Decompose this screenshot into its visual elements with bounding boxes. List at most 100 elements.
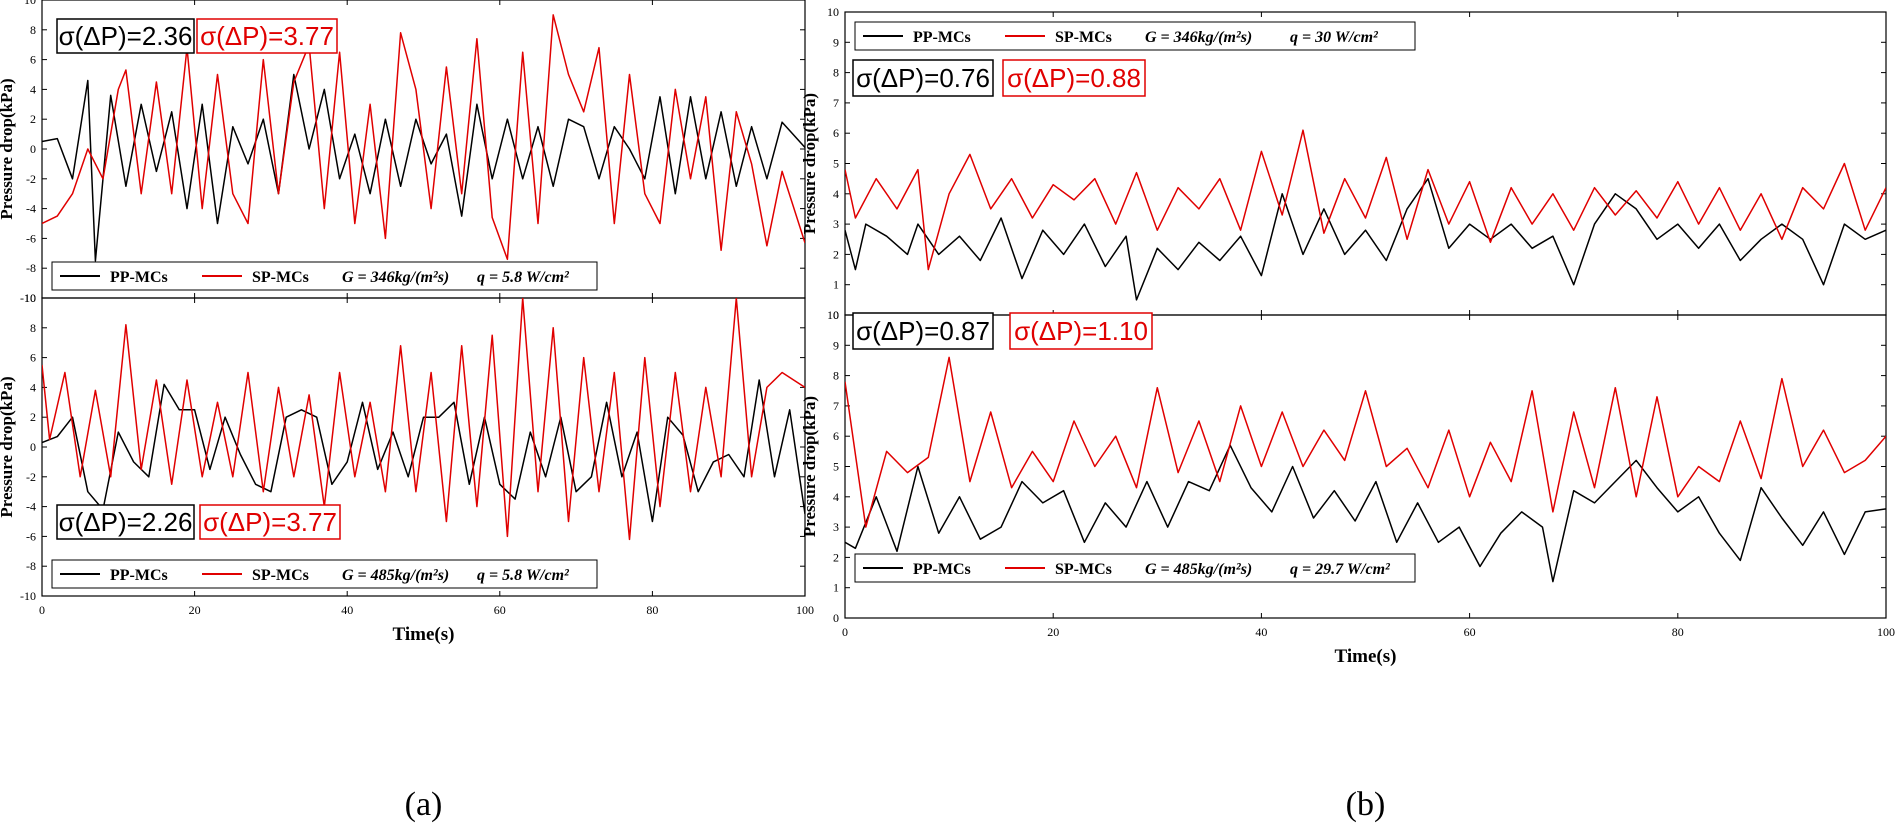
y-axis-label: Pressure drop(kPa)	[800, 93, 819, 234]
sigma-box-sp	[199, 504, 341, 540]
legend-label-pp: PP-MCs	[913, 561, 971, 578]
sigma-box-pp	[56, 504, 195, 540]
y-tick-label: 10	[827, 308, 839, 322]
y-tick-label: 6	[833, 126, 839, 140]
sigma-box-pp	[852, 59, 994, 97]
sigma-label-pp: σ(ΔP)=0.76	[856, 63, 990, 93]
legend-label-sp: SP-MCs	[1055, 561, 1112, 578]
sigma-label-sp: σ(ΔP)=3.77	[203, 507, 337, 537]
panel-a: -10 -8 -6 -4 -2 0 2 4 6 8 10 Pressure drop(kPa) σ(ΔP…	[0, 0, 814, 823]
panel-letter: (b)	[1346, 786, 1386, 823]
y-tick-label: 0	[30, 440, 36, 454]
plot-frame	[41, 297, 806, 597]
series-line-pp-mcs	[845, 177, 1886, 301]
y-tick-label: 4	[30, 380, 36, 394]
y-tick-label: -10	[20, 589, 36, 603]
y-tick-label: 4	[30, 82, 36, 96]
legend-box	[854, 21, 1416, 51]
legend-label-sp: SP-MCs	[252, 269, 309, 286]
y-tick-label: -4	[26, 500, 36, 514]
legend-label-sp: SP-MCs	[252, 567, 309, 584]
series-line-sp-mcs	[845, 129, 1886, 271]
y-tick-label: 7	[833, 96, 839, 110]
legend-label-g: G = 485kg/(m²s)	[342, 567, 449, 584]
y-tick-label: 2	[833, 247, 839, 261]
x-tick-label: 20	[189, 603, 201, 617]
legend-label-q: q = 5.8 W/cm²	[477, 567, 570, 584]
x-tick-label: 80	[1672, 625, 1684, 639]
x-tick-label: 40	[341, 603, 353, 617]
y-tick-label: 8	[833, 369, 839, 383]
legend-label-sp: SP-MCs	[1055, 29, 1112, 46]
y-tick-label: 2	[30, 112, 36, 126]
panel-letter: (a)	[405, 786, 443, 823]
y-tick-label: 4	[833, 187, 839, 201]
y-tick-label: 10	[827, 5, 839, 19]
y-tick-label: 8	[833, 66, 839, 80]
legend-label-q: q = 30 W/cm²	[1290, 29, 1379, 46]
x-tick-label: 100	[796, 603, 814, 617]
sigma-box-pp	[56, 18, 195, 54]
legend-box	[51, 559, 598, 589]
series-line-sp-mcs	[42, 298, 805, 541]
y-tick-label: 2	[30, 410, 36, 424]
y-axis-label: Pressure drop(kPa)	[800, 396, 819, 537]
subplot-a-bottom: -10 -8 -6 -4 -2 0 2 4 6 8 10 Pressure drop(kPa) σ(ΔP…	[0, 291, 806, 603]
subplot-a-top: -10 -8 -6 -4 -2 0 2 4 6 8 10 Pressure drop(kPa) σ(ΔP…	[0, 0, 806, 305]
y-tick-label: -4	[26, 202, 36, 216]
series-line-sp-mcs	[845, 356, 1886, 528]
y-tick-label: 1	[833, 581, 839, 595]
sigma-box-sp	[196, 18, 338, 54]
y-tick-label: -6	[26, 231, 36, 245]
sigma-label-pp: σ(ΔP)=2.26	[59, 507, 193, 537]
y-axis-label: Pressure drop(kPa)	[0, 376, 16, 517]
legend-box	[854, 553, 1416, 583]
y-tick-label: 0	[30, 142, 36, 156]
y-tick-label: 4	[833, 490, 839, 504]
y-tick-label: 3	[833, 520, 839, 534]
legend-box	[51, 261, 598, 291]
y-tick-label: 5	[833, 460, 839, 474]
sigma-label-pp: σ(ΔP)=2.36	[59, 21, 193, 51]
legend-label-q: q = 29.7 W/cm²	[1290, 561, 1391, 578]
sigma-box-sp	[1002, 59, 1146, 97]
x-axis-label: Time(s)	[1335, 646, 1397, 667]
y-tick-label: 1	[833, 278, 839, 292]
x-tick-label: 0	[39, 603, 45, 617]
x-tick-label: 20	[1047, 625, 1059, 639]
x-tick-label: 80	[646, 603, 658, 617]
sigma-label-pp: σ(ΔP)=0.87	[856, 316, 990, 346]
y-tick-label: 6	[30, 53, 36, 67]
y-tick-label: 3	[833, 217, 839, 231]
y-tick-label: -2	[26, 172, 36, 186]
legend-label-q: q = 5.8 W/cm²	[477, 269, 570, 286]
legend-label-pp: PP-MCs	[110, 567, 168, 584]
x-tick-label: 60	[1464, 625, 1476, 639]
y-tick-label: 0	[833, 611, 839, 625]
y-tick-label: 0	[833, 308, 839, 322]
y-tick-label: 7	[833, 399, 839, 413]
x-tick-label: 60	[494, 603, 506, 617]
plot-frame	[844, 11, 1887, 316]
series-line-pp-mcs	[42, 379, 805, 523]
y-tick-label: 10	[24, 0, 36, 7]
y-tick-label: -8	[26, 559, 36, 573]
y-tick-label: 5	[833, 157, 839, 171]
legend-label-g: G = 346kg/(m²s)	[342, 269, 449, 286]
x-tick-label: 40	[1255, 625, 1267, 639]
y-tick-label: 8	[30, 23, 36, 37]
series-line-pp-mcs	[42, 73, 805, 262]
x-tick-label: 0	[842, 625, 848, 639]
y-tick-label: 2	[833, 550, 839, 564]
y-axis-label: Pressure drop(kPa)	[0, 78, 16, 219]
y-tick-label: 9	[833, 35, 839, 49]
sigma-label-sp: σ(ΔP)=1.10	[1014, 316, 1148, 346]
y-tick-label: 10	[24, 291, 36, 305]
sigma-box-sp	[1009, 312, 1153, 350]
sigma-label-sp: σ(ΔP)=3.77	[200, 21, 334, 51]
legend-label-g: G = 346kg/(m²s)	[1145, 29, 1252, 46]
y-tick-label: 8	[30, 321, 36, 335]
legend-label-pp: PP-MCs	[110, 269, 168, 286]
